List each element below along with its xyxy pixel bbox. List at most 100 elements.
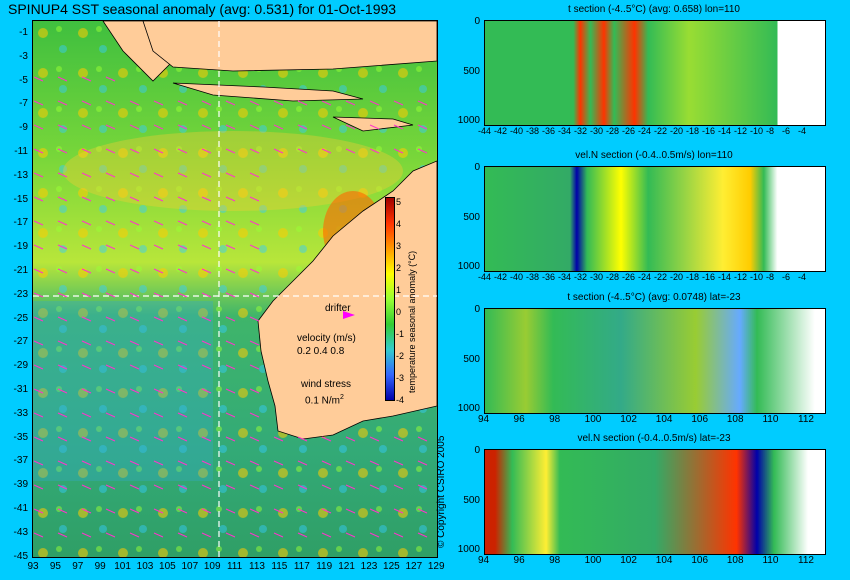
wind-vector bbox=[321, 484, 332, 490]
wind-vector bbox=[369, 148, 380, 154]
lat-tick-label: -31 bbox=[13, 384, 28, 395]
wind-vector bbox=[201, 436, 212, 442]
wind-vector bbox=[417, 148, 428, 154]
wind-vector bbox=[201, 268, 212, 274]
wind-vector bbox=[249, 244, 260, 250]
wind-vector bbox=[297, 124, 308, 130]
wind-vector bbox=[225, 508, 236, 514]
wind-vector bbox=[417, 532, 428, 538]
depth-section-plot[interactable] bbox=[484, 449, 826, 555]
wind-vector bbox=[105, 124, 116, 130]
wind-vector bbox=[81, 316, 92, 322]
wind-vector bbox=[201, 244, 212, 250]
wind-vector bbox=[153, 148, 164, 154]
wind-vector bbox=[177, 364, 188, 370]
lat-tick-label: -41 bbox=[13, 503, 28, 514]
wind-vector bbox=[33, 124, 44, 130]
wind-vector bbox=[273, 148, 284, 154]
depth-section-plot[interactable] bbox=[484, 308, 826, 414]
depth-tick: 500 bbox=[463, 353, 480, 365]
wind-vector bbox=[129, 340, 140, 346]
colorbar-tick: 4 bbox=[396, 219, 402, 229]
section-x-tick: -32 bbox=[574, 126, 588, 136]
wind-vector bbox=[105, 436, 116, 442]
wind-vector bbox=[201, 412, 212, 418]
depth-tick: 0 bbox=[474, 16, 480, 27]
lat-tick-label: -33 bbox=[13, 407, 28, 419]
wind-vector bbox=[57, 412, 68, 418]
lon-tick-label: 99 bbox=[94, 561, 106, 572]
wind-vector bbox=[177, 436, 188, 442]
lat-tick-label: -37 bbox=[13, 455, 28, 467]
wind-vector bbox=[273, 124, 284, 130]
sst-anomaly-map[interactable]: drifter velocity (m/s) 0.2 0.4 0.8 wind … bbox=[32, 20, 438, 558]
wind-vector bbox=[177, 412, 188, 418]
wind-vector bbox=[105, 292, 116, 298]
wind-vector bbox=[153, 196, 164, 202]
wind-vector bbox=[249, 412, 260, 418]
wind-vector bbox=[57, 460, 68, 466]
map-canvas bbox=[33, 21, 437, 557]
wind-vector bbox=[129, 220, 140, 226]
wind-vector bbox=[57, 268, 68, 274]
section-x-tick: -4 bbox=[798, 126, 807, 136]
wind-vector bbox=[201, 292, 212, 298]
depth-section-plot[interactable] bbox=[484, 166, 826, 272]
wind-vector bbox=[201, 100, 212, 106]
wind-vector bbox=[81, 532, 92, 538]
depth-section-plot[interactable] bbox=[484, 20, 826, 126]
wind-vector bbox=[57, 388, 68, 394]
lat-tick-label: -7 bbox=[19, 98, 28, 110]
wind-vector bbox=[129, 292, 140, 298]
wind-vector bbox=[153, 172, 164, 178]
wind-vector bbox=[225, 532, 236, 538]
lon-tick-label: 123 bbox=[360, 561, 378, 572]
wind-vector bbox=[201, 124, 212, 130]
wind-vector bbox=[249, 388, 260, 394]
section-x-tick: 108 bbox=[726, 414, 744, 425]
section-x-tick: 98 bbox=[549, 414, 561, 425]
wind-vector bbox=[249, 124, 260, 130]
section-x-tick: -30 bbox=[590, 272, 604, 282]
section-x-tick: -8 bbox=[766, 272, 775, 282]
wind-vector bbox=[153, 484, 164, 490]
wind-vector bbox=[177, 124, 188, 130]
wind-vector bbox=[177, 340, 188, 346]
lat-tick-label: -5 bbox=[19, 74, 28, 86]
wind-vector bbox=[177, 292, 188, 298]
wind-vector bbox=[33, 220, 44, 226]
wind-vector bbox=[297, 436, 308, 442]
wind-vector bbox=[105, 484, 116, 490]
wind-vector bbox=[393, 460, 404, 466]
wind-vector bbox=[129, 412, 140, 418]
lon-tick-label: 119 bbox=[316, 561, 333, 572]
wind-vector bbox=[249, 292, 260, 298]
section-x-tick: 94 bbox=[478, 414, 490, 425]
lat-tick-label: -39 bbox=[13, 479, 28, 491]
wind-vector bbox=[105, 340, 116, 346]
wind-vector bbox=[249, 196, 260, 202]
wind-vector bbox=[81, 292, 92, 298]
wind-vector bbox=[225, 172, 236, 178]
wind-vector bbox=[33, 316, 44, 322]
wind-vector bbox=[105, 532, 116, 538]
wind-vector bbox=[393, 436, 404, 442]
wind-vector bbox=[33, 484, 44, 490]
section-x-tick: -18 bbox=[686, 126, 700, 136]
colorbar-tick: 2 bbox=[396, 263, 402, 273]
lat-tick-label: -1 bbox=[19, 27, 28, 38]
wind-vector bbox=[297, 508, 308, 514]
wind-vector bbox=[153, 124, 164, 130]
wind-vector bbox=[33, 388, 44, 394]
wind-vector bbox=[225, 196, 236, 202]
lat-tick-label: -23 bbox=[13, 288, 28, 300]
lon-tick-label: 105 bbox=[159, 561, 176, 572]
wind-vector bbox=[369, 124, 380, 130]
section-x-tick: 100 bbox=[584, 555, 602, 566]
wind-vector bbox=[57, 220, 68, 226]
wind-vector bbox=[201, 364, 212, 370]
wind-vector bbox=[105, 172, 116, 178]
wind-vector bbox=[297, 484, 308, 490]
section-x-tick: -24 bbox=[638, 126, 652, 136]
section-title: t section (-4..5°C) (avg: 0.0748) lat=-2… bbox=[567, 292, 741, 303]
